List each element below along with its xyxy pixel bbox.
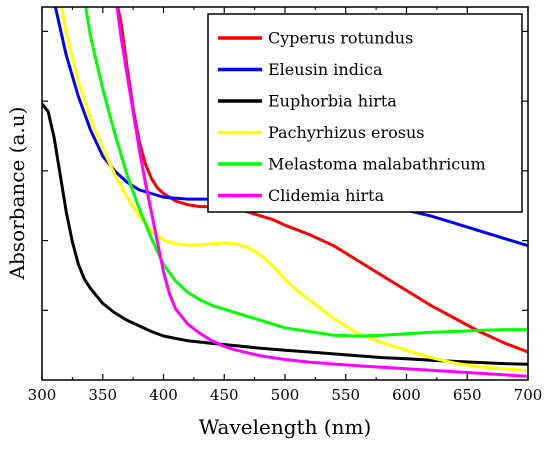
legend-label: Eleusin indica xyxy=(268,60,383,79)
x-tick-label: 400 xyxy=(149,386,178,404)
y-axis-label: Absorbance (a.u) xyxy=(5,107,29,281)
legend-label: Melastoma malabathricum xyxy=(268,155,486,174)
series-line-4 xyxy=(60,7,528,373)
legend-label: Pachyrhizus erosus xyxy=(268,123,424,142)
legend-label: Cyperus rotundus xyxy=(268,29,413,48)
series-line-5 xyxy=(84,7,528,338)
x-tick-label: 300 xyxy=(28,386,57,404)
series-layer xyxy=(42,7,528,378)
x-tick-label: 450 xyxy=(210,386,239,404)
legend: Cyperus rotundus Eleusin indica Euphorbia … xyxy=(207,13,523,213)
legend-label: Euphorbia hirta xyxy=(268,92,397,111)
x-tick-label: 350 xyxy=(88,386,117,404)
series-line-3 xyxy=(42,102,528,366)
x-tick-label: 500 xyxy=(271,386,300,404)
x-axis-label: Wavelength (nm) xyxy=(199,415,372,439)
x-tick-label: 600 xyxy=(392,386,421,404)
x-tick-label: 550 xyxy=(331,386,360,404)
x-tick-label: 650 xyxy=(453,386,482,404)
series-line-6 xyxy=(115,7,528,378)
legend-label: Clidemia hirta xyxy=(268,186,385,205)
tick-layer: 300 350 400 450 500 550 600 650 700 xyxy=(28,7,543,404)
legend-box xyxy=(207,13,523,213)
x-tick-label: 700 xyxy=(514,386,543,404)
